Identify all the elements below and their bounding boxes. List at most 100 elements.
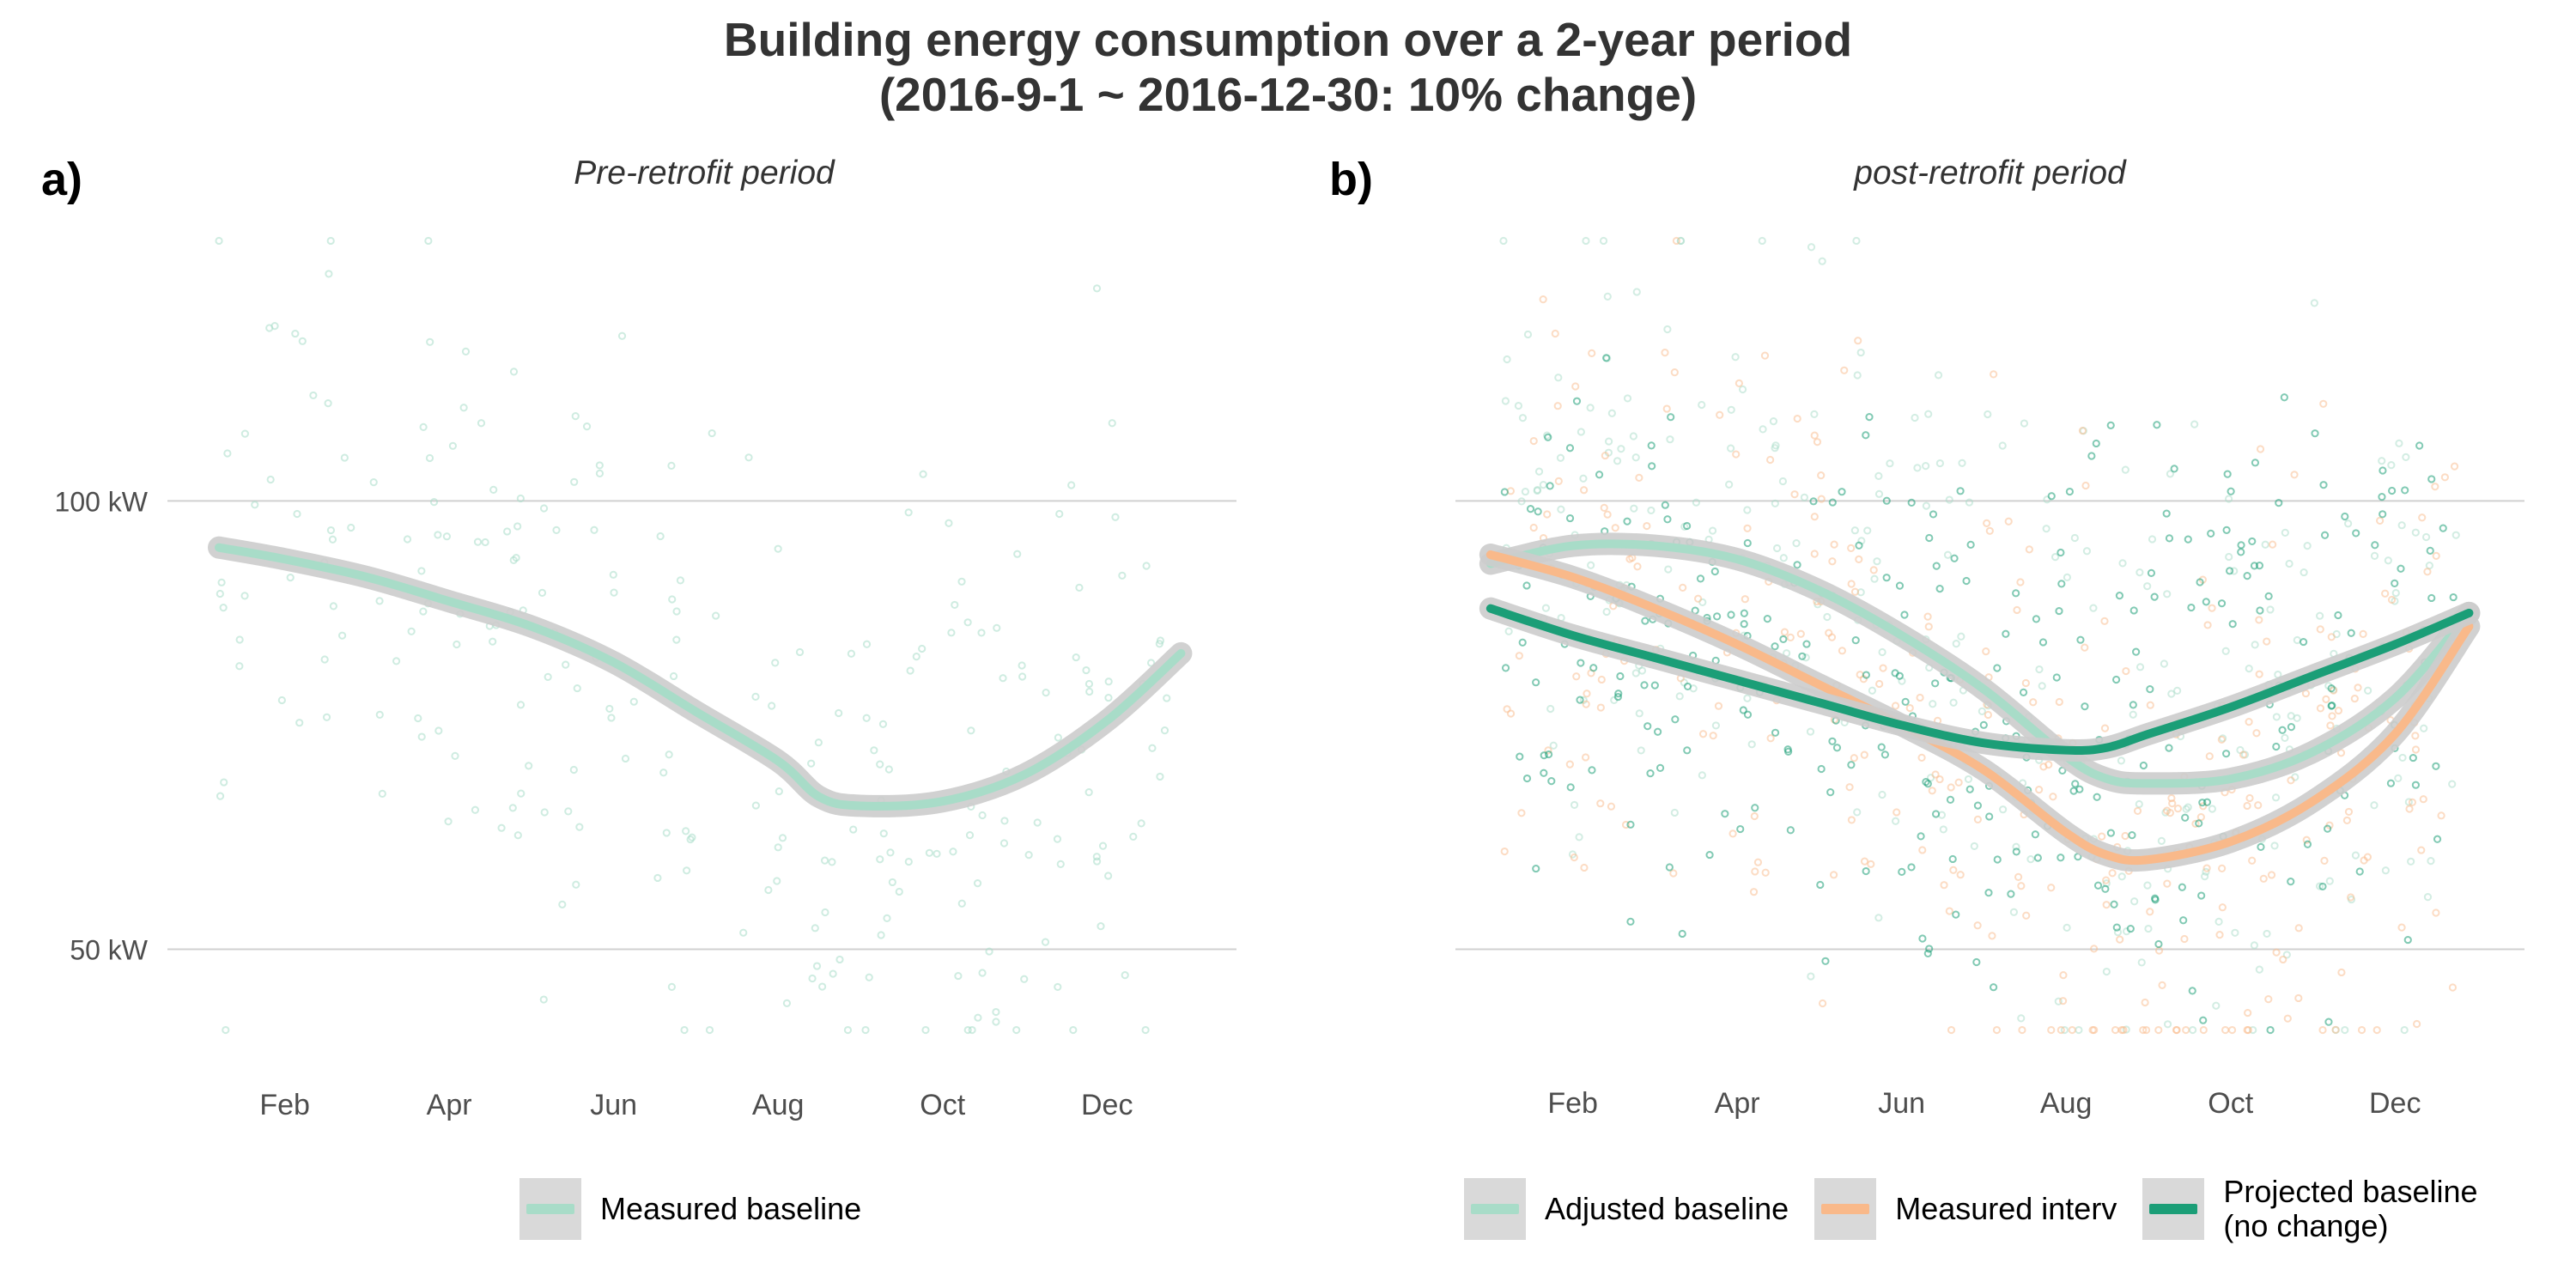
- scatter-point: [2201, 872, 2209, 881]
- scatter-point: [1816, 880, 1825, 890]
- scatter-point: [1727, 444, 1735, 453]
- scatter-point: [2417, 846, 2426, 854]
- scatter-point: [1880, 750, 1889, 759]
- scatter-point: [1966, 540, 1975, 549]
- scatter-point: [1948, 854, 1957, 864]
- scatter-point: [1501, 664, 1510, 672]
- scatter-point: [2263, 637, 2271, 646]
- scatter-point: [992, 1007, 1000, 1017]
- scatter-point: [895, 887, 903, 896]
- scatter-point: [967, 726, 975, 735]
- scatter-point: [1826, 788, 1835, 797]
- scatter-point: [1534, 507, 1542, 516]
- scatter-point: [1631, 453, 1640, 462]
- scatter-point: [2237, 541, 2245, 550]
- scatter-point: [2355, 867, 2364, 876]
- scatter-point: [1750, 811, 1759, 821]
- scatter-point: [1544, 750, 1553, 759]
- x-tick-label: Feb: [259, 1089, 310, 1121]
- scatter-point: [240, 429, 249, 438]
- scatter-point: [1984, 889, 1993, 897]
- scatter-point: [2354, 683, 2362, 692]
- scatter-point: [1862, 431, 1870, 440]
- scatter-point: [2228, 620, 2237, 629]
- scatter-point: [2324, 824, 2332, 833]
- scatter-point: [215, 236, 223, 246]
- scatter-point: [2257, 842, 2265, 851]
- scatter-point: [2057, 548, 2065, 557]
- scatter-point: [2254, 801, 2263, 810]
- scatter-point: [2350, 694, 2359, 703]
- scatter-point: [2181, 813, 2190, 822]
- scatter-point: [1000, 817, 1009, 825]
- scatter-point: [1625, 555, 1634, 563]
- scatter-point: [2100, 724, 2110, 732]
- scatter-point: [2167, 690, 2176, 698]
- scatter-point: [1950, 554, 1959, 562]
- scatter-point: [2055, 697, 2063, 707]
- scatter-point: [2268, 540, 2277, 549]
- scatter-point: [1663, 325, 1672, 334]
- scatter-point: [2184, 803, 2192, 811]
- legend-label-adjusted-baseline: Adjusted baseline: [1545, 1191, 1789, 1226]
- scatter-point: [2052, 673, 2061, 682]
- scatter-point: [453, 640, 461, 649]
- smooth-line-measured_baseline: [215, 543, 1186, 811]
- scatter-point: [2126, 924, 2135, 933]
- scatter-point: [751, 801, 760, 810]
- scatter-point: [1633, 562, 1642, 571]
- scatter-point: [1632, 288, 1641, 296]
- scatter-point: [1873, 557, 1881, 566]
- scatter-point: [1056, 860, 1065, 868]
- scatter-point: [1597, 675, 1606, 684]
- scatter-point: [1565, 760, 1574, 769]
- scatter-point: [1973, 921, 1982, 930]
- scatter-point: [1925, 945, 1934, 953]
- scatter-point: [1771, 499, 1779, 507]
- scatter-point: [2180, 934, 2189, 944]
- scatter-point: [1601, 451, 1609, 460]
- scatter-point: [2087, 452, 2096, 460]
- scatter-point: [973, 879, 982, 888]
- scatter-point: [999, 839, 1009, 848]
- scatter-point: [489, 637, 497, 646]
- scatter-point: [1626, 917, 1635, 926]
- scatter-point: [2255, 561, 2264, 570]
- scatter-point: [2336, 749, 2346, 757]
- scatter-point: [2426, 546, 2434, 555]
- scatter-point: [818, 982, 827, 991]
- scatter-point: [2381, 866, 2390, 875]
- scatter-point: [1847, 816, 1856, 824]
- scatter-point: [347, 523, 355, 532]
- scatter-point: [1518, 638, 1527, 647]
- scatter-point: [2245, 664, 2253, 673]
- scatter-point: [1055, 509, 1064, 519]
- scatter-point: [564, 807, 573, 816]
- scatter-point: [2263, 929, 2271, 939]
- scatter-point: [251, 501, 259, 509]
- scatter-point: [862, 640, 872, 648]
- scatter-point: [1853, 808, 1862, 817]
- scatter-point: [2093, 881, 2103, 890]
- scatter-points: [1499, 236, 2460, 1035]
- scatter-point: [978, 969, 987, 977]
- scatter-point: [1753, 858, 1763, 866]
- scatter-point: [1786, 633, 1795, 641]
- scatter-point: [2162, 509, 2171, 518]
- scatter-point: [2017, 1014, 2026, 1023]
- scatter-point: [1727, 611, 1735, 619]
- scatter-point: [1532, 678, 1540, 687]
- scatter-point: [2135, 799, 2143, 809]
- scatter-point: [1798, 652, 1807, 660]
- scatter-point: [1847, 580, 1856, 588]
- scatter-point: [925, 848, 933, 857]
- scatter-point: [2411, 745, 2421, 754]
- scatter-point: [1121, 971, 1129, 980]
- scatter-point: [2427, 857, 2435, 866]
- scatter-point: [1522, 774, 1532, 783]
- scatter-point: [1860, 750, 1868, 759]
- scatter-point: [919, 470, 927, 478]
- scatter-point: [1983, 519, 1991, 527]
- scatter-point: [2108, 869, 2117, 878]
- scatter-point: [2266, 605, 2275, 614]
